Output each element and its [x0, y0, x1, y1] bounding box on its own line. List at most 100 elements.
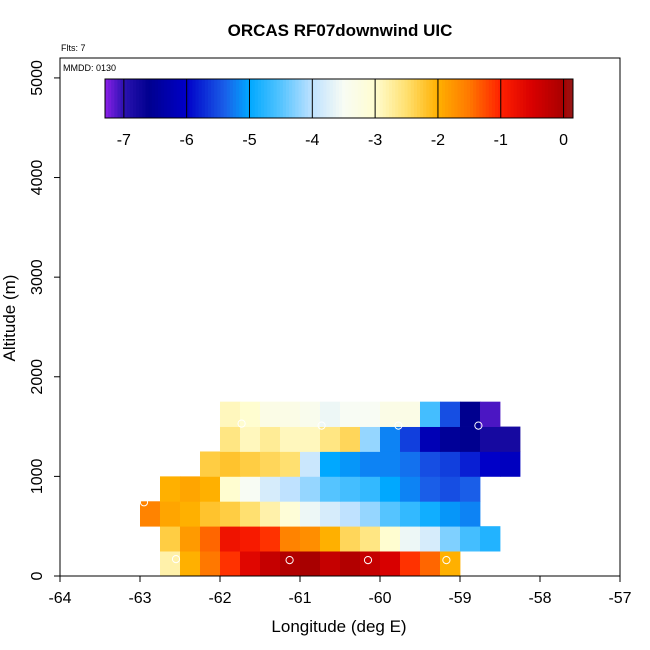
flight-point: [363, 556, 373, 565]
date-label: MMDD: 0130: [63, 63, 116, 73]
heatmap-cell: [460, 501, 481, 527]
flight-point: [285, 556, 294, 565]
colorbar-segment: [491, 79, 496, 118]
colorbar-segment: [363, 79, 368, 118]
colorbar-segment: [413, 79, 418, 118]
heatmap-cell: [160, 476, 181, 502]
colorbar-segment: [220, 79, 225, 118]
flight-point: [237, 419, 246, 428]
colorbar-segment: [264, 79, 268, 118]
colorbar-segment: [370, 79, 374, 118]
flight-point: [442, 556, 451, 565]
colorbar-segment: [354, 79, 359, 118]
heatmap-cell: [260, 426, 281, 452]
heatmap-cell: [360, 476, 381, 502]
colorbar-segment: [173, 79, 178, 118]
heatmap-cell: [180, 526, 201, 552]
colorbar-segment: [248, 79, 253, 118]
heatmap-cell: [240, 401, 261, 427]
colorbar-segment: [183, 79, 187, 118]
heatmap-cell: [340, 401, 361, 427]
colorbar-segment: [320, 79, 324, 118]
x-tick-label: -64: [48, 590, 71, 607]
heatmap-cell: [320, 426, 341, 452]
heatmap-cell: [200, 451, 221, 477]
colorbar-segment: [295, 79, 299, 118]
colorbar-segment: [170, 79, 175, 118]
heatmap-cell: [480, 451, 501, 477]
heatmap-cell: [160, 501, 181, 527]
colorbar-segment: [289, 79, 293, 118]
colorbar-segment: [376, 79, 381, 118]
colorbar-segment: [161, 79, 165, 118]
colorbar-segment: [207, 79, 212, 118]
heatmap-cell: [220, 426, 241, 452]
colorbar-segment: [285, 79, 290, 118]
heatmap-cell: [360, 526, 381, 552]
y-tick-label: 4000: [29, 160, 46, 196]
colorbar-segment: [117, 79, 122, 118]
colorbar-segment: [158, 79, 162, 118]
colorbar-segment: [342, 79, 346, 118]
colorbar-segment: [563, 79, 568, 118]
colorbar-segment: [420, 79, 424, 118]
y-tick-label: 3000: [29, 259, 46, 295]
heatmap-cell: [440, 551, 461, 577]
heatmap-cell: [380, 476, 401, 502]
colorbar-segment: [460, 79, 465, 118]
colorbar-segment: [395, 79, 399, 118]
heatmap-cell: [220, 551, 241, 577]
heatmap-cell: [460, 426, 481, 452]
colorbar-tick-label: -6: [180, 132, 194, 149]
heatmap-cell: [160, 526, 181, 552]
colorbar-segment: [236, 79, 240, 118]
heatmap-cell: [340, 501, 361, 527]
heatmap-cell: [380, 526, 401, 552]
colorbar-segment: [560, 79, 565, 118]
colorbar-segment: [538, 79, 543, 118]
flight-point: [510, 542, 519, 551]
heatmap-cell: [260, 451, 281, 477]
heatmap-cell: [360, 451, 381, 477]
x-tick-label: -58: [528, 590, 551, 607]
colorbar-segment: [270, 79, 274, 118]
colorbar-segment: [407, 79, 412, 118]
heatmap-cell: [240, 451, 261, 477]
heatmap-cell: [260, 551, 281, 577]
colorbar-segment: [541, 79, 546, 118]
heatmap-cell: [480, 526, 501, 552]
colorbar-tick-label: -4: [305, 132, 319, 149]
heatmap-cell: [340, 526, 361, 552]
colorbar-segment: [179, 79, 184, 118]
y-axis: 0 1000 2000 3000 4000 5000: [29, 60, 60, 580]
heatmap-cell: [440, 526, 461, 552]
heatmap-cell: [440, 501, 461, 527]
heatmap-cell: [180, 476, 201, 502]
colorbar-segment: [429, 79, 434, 118]
y-axis-label: Altitude (m): [0, 275, 19, 362]
colorbar-segment: [485, 79, 490, 118]
colorbar-segment: [566, 79, 571, 118]
colorbar-segment: [201, 79, 206, 118]
colorbar-segment: [357, 79, 362, 118]
heatmap-cell: [440, 401, 461, 427]
heatmap-cell: [400, 551, 421, 577]
colorbar-segment: [448, 79, 452, 118]
colorbar-segment: [276, 79, 281, 118]
heatmap-cell: [420, 551, 441, 577]
flight-point: [139, 498, 149, 507]
colorbar-segment: [488, 79, 493, 118]
colorbar-segment: [279, 79, 284, 118]
heatmap-cell: [280, 501, 301, 527]
colorbar-segment: [114, 79, 118, 118]
heatmap-cell: [400, 401, 421, 427]
heatmap-cell: [320, 451, 341, 477]
colorbar-segment: [401, 79, 406, 118]
colorbar-segment: [382, 79, 387, 118]
colorbar-segment: [495, 79, 499, 118]
colorbar-segment: [267, 79, 271, 118]
heatmap-cell: [500, 451, 521, 477]
heatmap-cell: [400, 526, 421, 552]
colorbar-segment: [195, 79, 200, 118]
heatmap-cell: [320, 526, 341, 552]
